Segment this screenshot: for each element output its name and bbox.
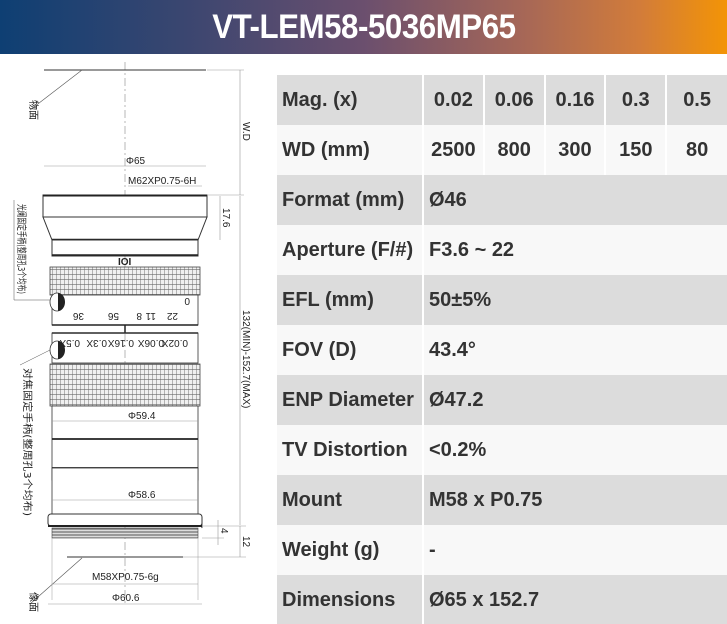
spec-value: <0.2% — [423, 425, 727, 475]
svg-text:0: 0 — [184, 295, 190, 306]
svg-text:0.02X: 0.02X — [162, 337, 188, 348]
fstop-scale: 36 56 8 11 22 — [72, 310, 178, 321]
wd-value: 150 — [605, 125, 668, 175]
spec-value: Ø46 — [423, 175, 727, 225]
table-row: Aperture (F/#) F3.6 ~ 22 — [277, 225, 727, 275]
spec-label: Aperture (F/#) — [277, 225, 424, 275]
mag-value: 0.3 — [605, 75, 668, 125]
spec-value: Ø65 x 152.7 — [423, 575, 727, 624]
aperture-icon: IOI — [118, 257, 132, 268]
table-row: FOV (D) 43.4° — [277, 325, 727, 375]
lens-drawing-svg: 物面 W.D Φ65 M62XP0.75-6H 17.6 IOI 0 36 56 — [13, 62, 251, 612]
image-plane-label: 像面 — [27, 592, 39, 612]
mag-value: 0.16 — [544, 75, 607, 125]
wd-value: 800 — [483, 125, 546, 175]
wd-dimension-label: W.D — [240, 122, 251, 141]
table-row: Weight (g) - — [277, 525, 727, 575]
diameter-top-label: Φ65 — [126, 156, 146, 167]
object-plane-label: 物面 — [27, 100, 40, 120]
spec-label: EFL (mm) — [277, 275, 424, 325]
mag-value: 0.06 — [483, 75, 546, 125]
diameter-mid-label: Φ59.4 — [128, 411, 156, 422]
thread-top-label: M62XP0.75-6H — [128, 176, 196, 187]
table-row: Format (mm) Ø46 — [277, 175, 727, 225]
table-row: TV Distortion <0.2% — [277, 425, 727, 475]
aperture-handle-note: 光阑固定手柄(整周孔3个均布) — [15, 204, 28, 294]
spec-value: M58 x P0.75 — [423, 475, 727, 525]
wd-value: 80 — [666, 125, 727, 175]
spec-table: Mag. (x) 0.02 0.06 0.16 0.3 0.5 WD (mm) … — [277, 75, 727, 624]
spec-value: 43.4° — [423, 325, 727, 375]
mag-value: 0.02 — [423, 75, 485, 125]
svg-text:11: 11 — [145, 310, 156, 321]
svg-text:8: 8 — [136, 310, 142, 321]
table-row: EFL (mm) 50±5% — [277, 275, 727, 325]
title-banner: VT-LEM58-5036MP65 — [0, 0, 727, 54]
spec-label: FOV (D) — [277, 325, 424, 375]
dim-4-label: 4 — [218, 528, 229, 534]
table-row: ENP Diameter Ø47.2 — [277, 375, 727, 425]
spec-label: Format (mm) — [277, 175, 424, 225]
svg-text:22: 22 — [166, 310, 178, 321]
magnification-scale: 0.5X 0.3X 0.16X 0.06X 0.02X — [59, 337, 188, 348]
svg-text:56: 56 — [107, 310, 119, 321]
length-label: 132(MIN)-152.7(MAX) — [240, 310, 251, 408]
table-row: Mount M58 x P0.75 — [277, 475, 727, 525]
svg-text:0.3X: 0.3X — [86, 337, 107, 348]
spec-label: Dimensions — [277, 575, 424, 624]
spec-label: Mount — [277, 475, 424, 525]
lens-dimension-drawing: 物面 W.D Φ65 M62XP0.75-6H 17.6 IOI 0 36 56 — [0, 54, 270, 624]
spec-value: Ø47.2 — [423, 375, 727, 425]
spec-value: - — [423, 525, 727, 575]
spec-label: ENP Diameter — [277, 375, 424, 425]
height-top-label: 17.6 — [220, 208, 231, 228]
spec-value: 50±5% — [423, 275, 727, 325]
table-row-wd: WD (mm) 2500 800 300 150 80 — [277, 125, 727, 175]
product-title: VT-LEM58-5036MP65 — [211, 7, 516, 46]
spec-label: Weight (g) — [277, 525, 424, 575]
diameter-bottom-label: Φ60.6 — [112, 593, 140, 604]
wd-label: WD (mm) — [277, 125, 424, 175]
table-row-mag: Mag. (x) 0.02 0.06 0.16 0.3 0.5 — [277, 75, 727, 125]
thread-bottom-label: M58XP0.75-6g — [92, 572, 159, 583]
spec-value: F3.6 ~ 22 — [423, 225, 727, 275]
mag-value: 0.5 — [666, 75, 727, 125]
diameter-lower-label: Φ58.6 — [128, 490, 156, 501]
wd-value: 2500 — [423, 125, 485, 175]
dim-12-label: 12 — [240, 536, 251, 548]
focus-handle-note: 对焦固定手柄(整周孔3个均布) — [21, 368, 34, 516]
svg-text:0.5X: 0.5X — [59, 337, 80, 348]
spec-label: TV Distortion — [277, 425, 424, 475]
wd-value: 300 — [544, 125, 607, 175]
mag-label: Mag. (x) — [277, 75, 424, 125]
table-row: Dimensions Ø65 x 152.7 — [277, 575, 727, 624]
svg-text:0.16X: 0.16X — [108, 337, 134, 348]
svg-text:0.06X: 0.06X — [138, 337, 164, 348]
svg-text:36: 36 — [72, 310, 84, 321]
